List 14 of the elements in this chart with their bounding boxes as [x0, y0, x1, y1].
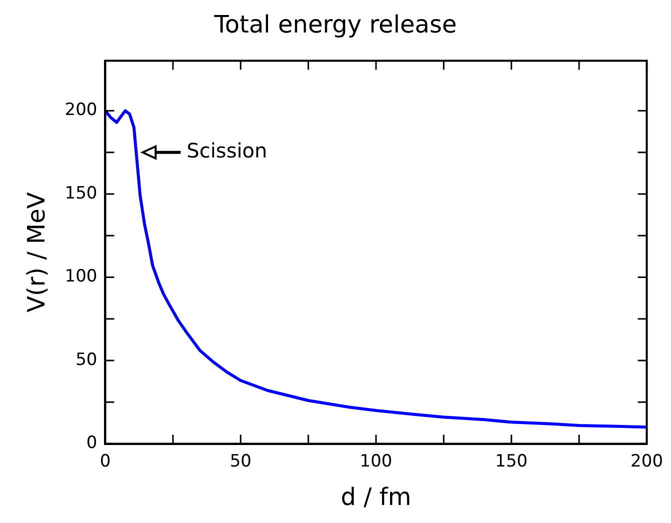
x-tick-label: 200 [630, 451, 664, 472]
y-tick-label: 200 [64, 100, 98, 120]
y-tick-label: 50 [76, 350, 98, 370]
y-axis-title: V(r) / MeV [22, 192, 51, 312]
x-tick-label: 0 [100, 451, 111, 472]
x-tick-label: 50 [230, 451, 252, 472]
y-tick-label: 100 [64, 266, 98, 287]
annotation: Scission [186, 138, 268, 163]
chart-title: Total energy release [213, 10, 457, 39]
x-tick-label: 100 [360, 451, 392, 472]
y-tick-label: 150 [64, 183, 98, 204]
x-axis-title: d / fm [340, 482, 412, 511]
y-tick-label: 0 [86, 433, 98, 454]
x-tick-label: 150 [495, 451, 528, 472]
